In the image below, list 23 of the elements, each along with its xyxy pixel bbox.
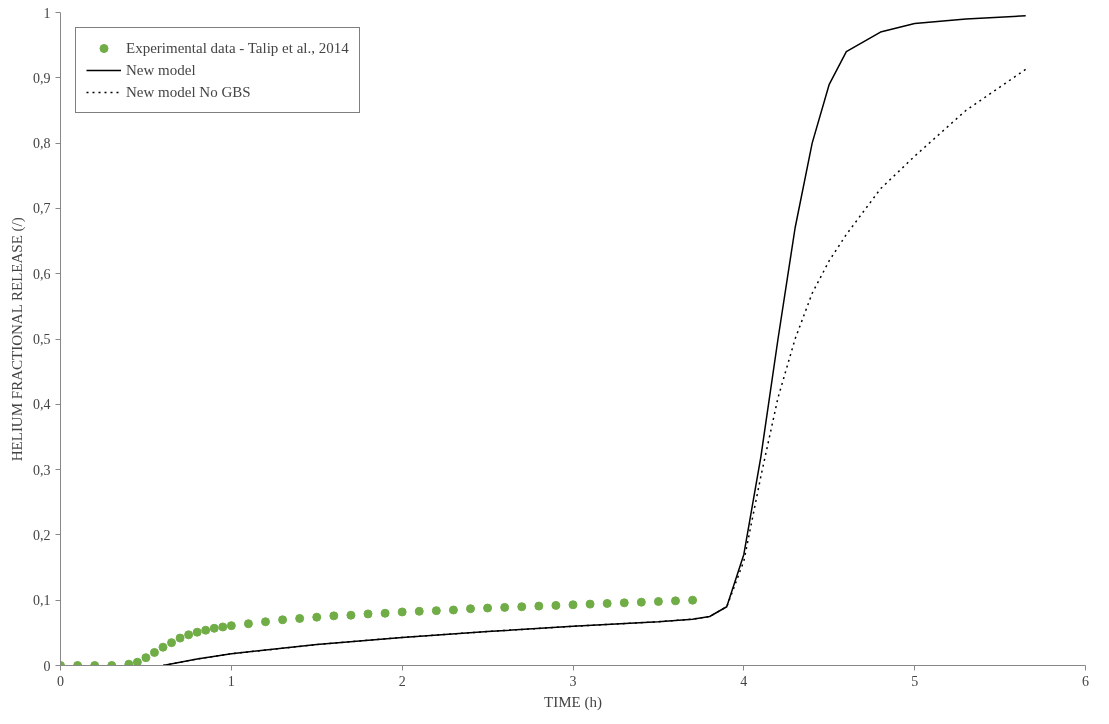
x-tick-label: 2	[398, 673, 406, 689]
y-tick-label: 0,2	[33, 527, 51, 543]
x-tick-label: 1	[227, 673, 235, 689]
y-tick-label: 1	[43, 5, 51, 21]
legend-label: New model	[126, 61, 196, 79]
legend-label: Experimental data - Talip et al., 2014	[126, 39, 349, 57]
y-tick-label: 0,5	[33, 332, 51, 347]
y-tick-label: 0,9	[33, 70, 51, 86]
y-tick-label: 0,8	[33, 136, 51, 152]
y-tick-label: 0,6	[33, 266, 51, 282]
x-tick-label: 3	[569, 673, 577, 689]
y-tick-label: 0,1	[33, 593, 51, 609]
y-tick-label: 0,7	[33, 201, 51, 217]
y-axis-title: HELIUM FRACTIONAL RELEASE (/)	[9, 217, 26, 462]
y-tick-label: 0	[43, 658, 51, 674]
y-tick-label: 0,4	[33, 397, 51, 413]
x-tick-label: 5	[911, 673, 919, 689]
x-tick-label: 0	[57, 673, 64, 689]
x-tick-label: 6	[1082, 673, 1089, 689]
x-tick-label: 4	[740, 673, 748, 689]
legend-label: New model No GBS	[126, 83, 251, 101]
x-axis-title: TIME (h)	[544, 693, 602, 711]
y-tick-label: 0,3	[33, 462, 51, 478]
